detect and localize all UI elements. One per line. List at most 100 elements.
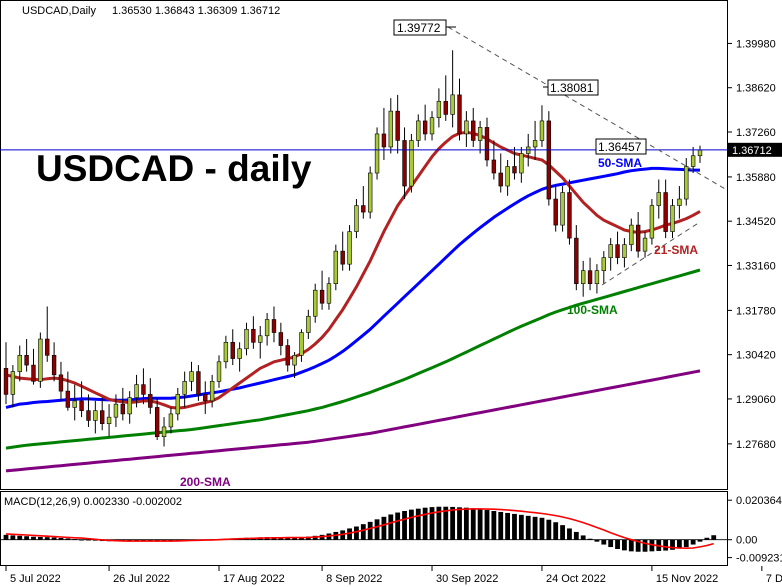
candle <box>10 365 16 408</box>
macd-bar <box>381 516 387 540</box>
date-tick-label: 5 Jul 2022 <box>10 573 61 585</box>
candle <box>278 322 284 356</box>
macd-bar <box>670 539 675 550</box>
candle <box>601 251 606 284</box>
macd-bar <box>347 528 352 540</box>
candle <box>402 127 407 200</box>
candle <box>670 199 675 239</box>
price-tick-label: 1.33160 <box>736 260 776 272</box>
macd-tick-label: -0.009231 <box>736 553 782 565</box>
macd-bar <box>601 539 607 545</box>
candle-body <box>278 332 284 346</box>
candle <box>203 381 208 414</box>
macd-header: MACD(12,26,9) 0.002330 -0.002002 <box>4 496 182 508</box>
candle-body <box>574 237 579 284</box>
macd-bar <box>409 509 414 540</box>
macd-bar <box>546 519 552 540</box>
price-tick-label: 1.27680 <box>736 439 776 451</box>
candle <box>347 225 352 271</box>
candle-body <box>31 364 36 382</box>
candle <box>443 75 448 121</box>
candle <box>264 312 270 346</box>
candle-body <box>196 371 201 395</box>
macd-bar <box>470 508 476 540</box>
candle <box>161 417 167 447</box>
macd-bar <box>147 539 153 541</box>
macd-bar <box>395 512 401 540</box>
macd-bar <box>72 539 78 540</box>
candle-body <box>416 120 421 141</box>
candle <box>498 153 503 193</box>
candle <box>79 381 84 418</box>
candle <box>560 186 565 232</box>
candle <box>553 186 558 232</box>
candle <box>244 322 249 356</box>
macd-bar <box>360 524 366 540</box>
candle <box>251 316 256 349</box>
macd-bar <box>443 506 449 540</box>
candle-body <box>258 335 263 343</box>
candle-body <box>189 371 194 382</box>
candle <box>532 120 538 160</box>
candle-body <box>388 110 393 148</box>
macd-bar <box>285 537 291 540</box>
candle-body <box>38 338 43 382</box>
sma50-line <box>5 166 700 409</box>
candle <box>24 339 29 372</box>
ohlc-header: 1.36530 1.36843 1.36309 1.36712 <box>112 5 280 17</box>
candle-body <box>3 368 9 395</box>
candle <box>629 218 634 252</box>
candle-body <box>333 250 339 284</box>
candle <box>422 104 428 141</box>
date-tick-label: 8 Sep 2022 <box>326 573 382 585</box>
candle-body <box>58 374 64 392</box>
macd-bar <box>560 525 565 540</box>
candle-body <box>10 371 16 395</box>
candle-body <box>134 384 139 398</box>
candle <box>182 371 187 408</box>
candle <box>471 107 476 147</box>
macd-bar <box>31 536 36 540</box>
candle <box>457 78 462 141</box>
candle <box>587 257 593 291</box>
macd-bar <box>24 536 30 540</box>
candle-body <box>216 361 222 382</box>
candle <box>436 88 442 128</box>
current-price-tag <box>728 142 782 157</box>
price-tick-label: 1.38620 <box>736 83 776 95</box>
candle <box>285 339 290 372</box>
candle-body <box>409 140 414 187</box>
candle-body <box>670 205 675 232</box>
candle <box>594 264 600 294</box>
annotation-high1-text: 1.39772 <box>397 21 441 35</box>
candle-body <box>697 149 703 157</box>
candle-body <box>629 224 634 245</box>
sma-lines <box>5 130 701 473</box>
macd-bar <box>484 510 490 540</box>
macd-bar <box>676 539 682 549</box>
macd-bar <box>498 511 504 540</box>
candle-body <box>484 127 490 161</box>
candle <box>292 352 297 379</box>
candle <box>100 397 105 431</box>
candle <box>388 98 393 154</box>
candle <box>608 238 613 271</box>
candle <box>141 368 146 405</box>
candle-body <box>498 172 503 187</box>
candle-body <box>367 172 373 213</box>
candle <box>635 212 641 258</box>
candle-body <box>347 231 352 265</box>
candle-body <box>106 416 112 424</box>
macd-bar <box>299 537 304 540</box>
candle-body <box>594 270 600 284</box>
candle <box>464 111 469 147</box>
macd-panel <box>1 506 727 552</box>
candle-body <box>491 159 497 174</box>
candle <box>86 394 91 427</box>
candle <box>209 374 215 408</box>
candle-body <box>251 328 256 343</box>
candle-body <box>519 153 524 174</box>
candle-body <box>457 94 462 135</box>
candle-body <box>209 381 215 402</box>
candle <box>65 371 71 411</box>
